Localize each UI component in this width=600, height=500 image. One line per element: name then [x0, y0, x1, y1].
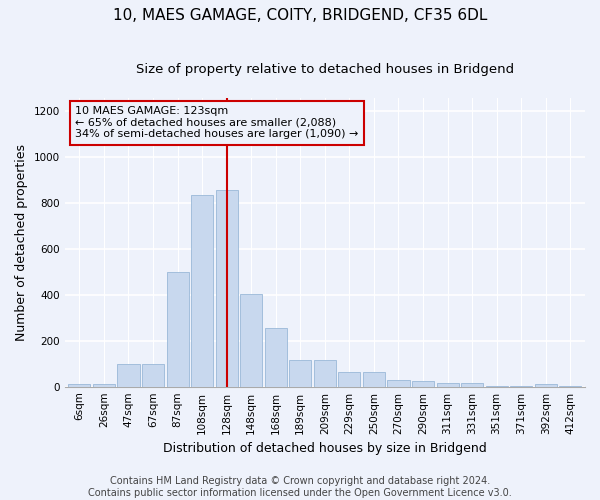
Bar — [93, 384, 115, 386]
Bar — [461, 383, 483, 386]
Bar — [240, 294, 262, 386]
Bar — [142, 364, 164, 386]
Bar — [363, 372, 385, 386]
Bar — [215, 190, 238, 386]
Bar — [412, 381, 434, 386]
Bar — [388, 380, 410, 386]
Bar — [167, 272, 188, 386]
Title: Size of property relative to detached houses in Bridgend: Size of property relative to detached ho… — [136, 62, 514, 76]
Text: Contains HM Land Registry data © Crown copyright and database right 2024.
Contai: Contains HM Land Registry data © Crown c… — [88, 476, 512, 498]
Y-axis label: Number of detached properties: Number of detached properties — [15, 144, 28, 340]
Bar — [314, 360, 336, 386]
Text: 10 MAES GAMAGE: 123sqm
← 65% of detached houses are smaller (2,088)
34% of semi-: 10 MAES GAMAGE: 123sqm ← 65% of detached… — [75, 106, 358, 140]
Bar — [68, 384, 91, 386]
Bar — [118, 364, 140, 386]
Bar — [191, 195, 213, 386]
Bar — [289, 360, 311, 386]
X-axis label: Distribution of detached houses by size in Bridgend: Distribution of detached houses by size … — [163, 442, 487, 455]
Bar — [338, 372, 361, 386]
Bar — [437, 383, 458, 386]
Bar — [535, 384, 557, 386]
Text: 10, MAES GAMAGE, COITY, BRIDGEND, CF35 6DL: 10, MAES GAMAGE, COITY, BRIDGEND, CF35 6… — [113, 8, 487, 22]
Bar — [265, 328, 287, 386]
